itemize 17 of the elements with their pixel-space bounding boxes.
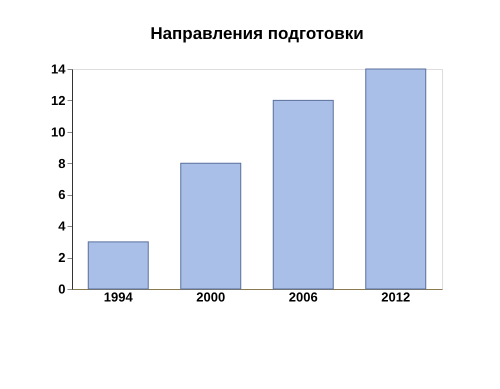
bar (180, 162, 242, 290)
bar (88, 241, 149, 290)
x-tick-label: 2006 (288, 290, 318, 304)
bar (272, 100, 334, 290)
y-tick-label: 4 (58, 218, 66, 234)
y-tick-label: 8 (58, 156, 66, 171)
y-tick-label: 0 (58, 282, 66, 296)
x-tick-label: 1994 (104, 290, 134, 304)
chart-title: Направления подготовки (150, 24, 364, 43)
x-tick-label: 2000 (196, 290, 226, 304)
y-tick-label: 6 (58, 187, 66, 202)
bar (365, 68, 426, 290)
y-tick-label: 14 (51, 62, 66, 76)
y-tick-label: 2 (58, 250, 66, 266)
x-tick-label: 2012 (381, 290, 410, 304)
y-tick-label: 12 (51, 92, 66, 108)
y-tick-label: 10 (51, 124, 66, 140)
